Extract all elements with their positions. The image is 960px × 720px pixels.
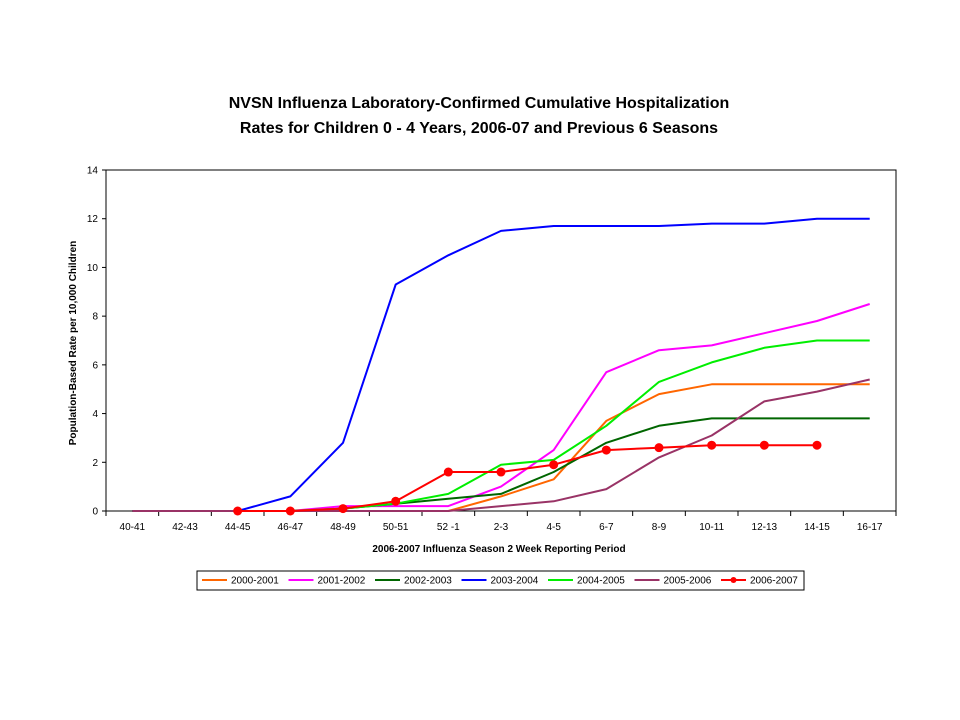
y-tick-label: 0 (92, 507, 98, 518)
x-tick-label: 46-47 (278, 522, 304, 533)
x-tick-label: 2-3 (494, 522, 509, 533)
legend-box (196, 570, 805, 591)
data-point (812, 440, 822, 450)
legend-item: 2005-2006 (634, 576, 712, 587)
data-point (233, 506, 243, 516)
data-point (338, 504, 348, 514)
data-point (496, 467, 506, 477)
legend-item: 2000-2001 (202, 576, 279, 587)
y-axis-title: Population-Based Rate per 10,000 Childre… (68, 241, 79, 446)
x-axis-title: 2006-2007 Influenza Season 2 Week Report… (372, 544, 625, 555)
legend-label: 2004-2005 (577, 576, 625, 587)
x-tick-label: 50-51 (383, 522, 409, 533)
legend-marker (730, 577, 737, 583)
x-tick-label: 52 -1 (437, 522, 460, 533)
legend-label: 2001-2002 (318, 576, 366, 587)
y-tick-label: 12 (87, 214, 99, 225)
series-line (237, 444, 817, 512)
legend-label: 2005-2006 (664, 576, 712, 587)
series-layer (132, 217, 871, 516)
x-tick-label: 6-7 (599, 522, 614, 533)
x-tick-label: 4-5 (546, 522, 561, 533)
x-tick-label: 8-9 (652, 522, 667, 533)
legend-item: 2003-2004 (461, 576, 539, 587)
data-point (285, 506, 295, 516)
y-tick-label: 8 (92, 312, 98, 323)
series-line (132, 217, 870, 512)
data-point (391, 496, 401, 506)
series-2006-2007 (233, 440, 822, 516)
legend-label: 2002-2003 (404, 576, 452, 587)
y-axis: 0 2 4 6 8 10 12 14 (87, 166, 106, 518)
data-point (759, 440, 769, 450)
series-2003-2004 (132, 217, 870, 512)
legend-item: 2001-2002 (288, 576, 366, 587)
data-point (654, 443, 664, 453)
legend-label: 2006-2007 (750, 576, 798, 587)
y-tick-label: 10 (87, 263, 99, 274)
x-tick-label: 16-17 (857, 522, 883, 533)
legend-label: 2000-2001 (231, 576, 279, 587)
y-tick-label: 4 (92, 409, 98, 420)
chart-title-line-2: Rates for Children 0 - 4 Years, 2006-07 … (240, 120, 718, 137)
x-tick-label: 12-13 (752, 522, 778, 533)
y-tick-label: 14 (87, 166, 99, 177)
legend-item: 2004-2005 (548, 576, 625, 587)
legend-item: 2002-2003 (375, 576, 452, 587)
legend-label: 2003-2004 (491, 576, 539, 587)
x-tick-label: 48-49 (330, 522, 356, 533)
x-axis: 40-41 42-43 44-45 46-47 48-49 50-51 52 -1 2-3 4-… (105, 511, 897, 533)
data-point (707, 440, 717, 450)
x-tick-label: 10-11 (699, 522, 724, 533)
x-tick-label: 14-15 (804, 522, 830, 533)
legend: 2000-2001 2001-2002 2002-2003 2003-2004 2004… (196, 570, 805, 591)
x-tick-label: 42-43 (172, 522, 198, 533)
data-point (601, 445, 611, 455)
y-tick-label: 2 (92, 458, 98, 469)
chart-title-line-1: NVSN Influenza Laboratory-Confirmed Cumu… (229, 95, 730, 112)
data-point (549, 460, 559, 470)
legend-item: 2006-2007 (721, 576, 798, 587)
plot-area (105, 169, 897, 512)
data-point (443, 467, 453, 477)
x-tick-label: 40-41 (120, 522, 146, 533)
x-tick-label: 44-45 (225, 522, 251, 533)
y-tick-label: 6 (92, 360, 98, 371)
